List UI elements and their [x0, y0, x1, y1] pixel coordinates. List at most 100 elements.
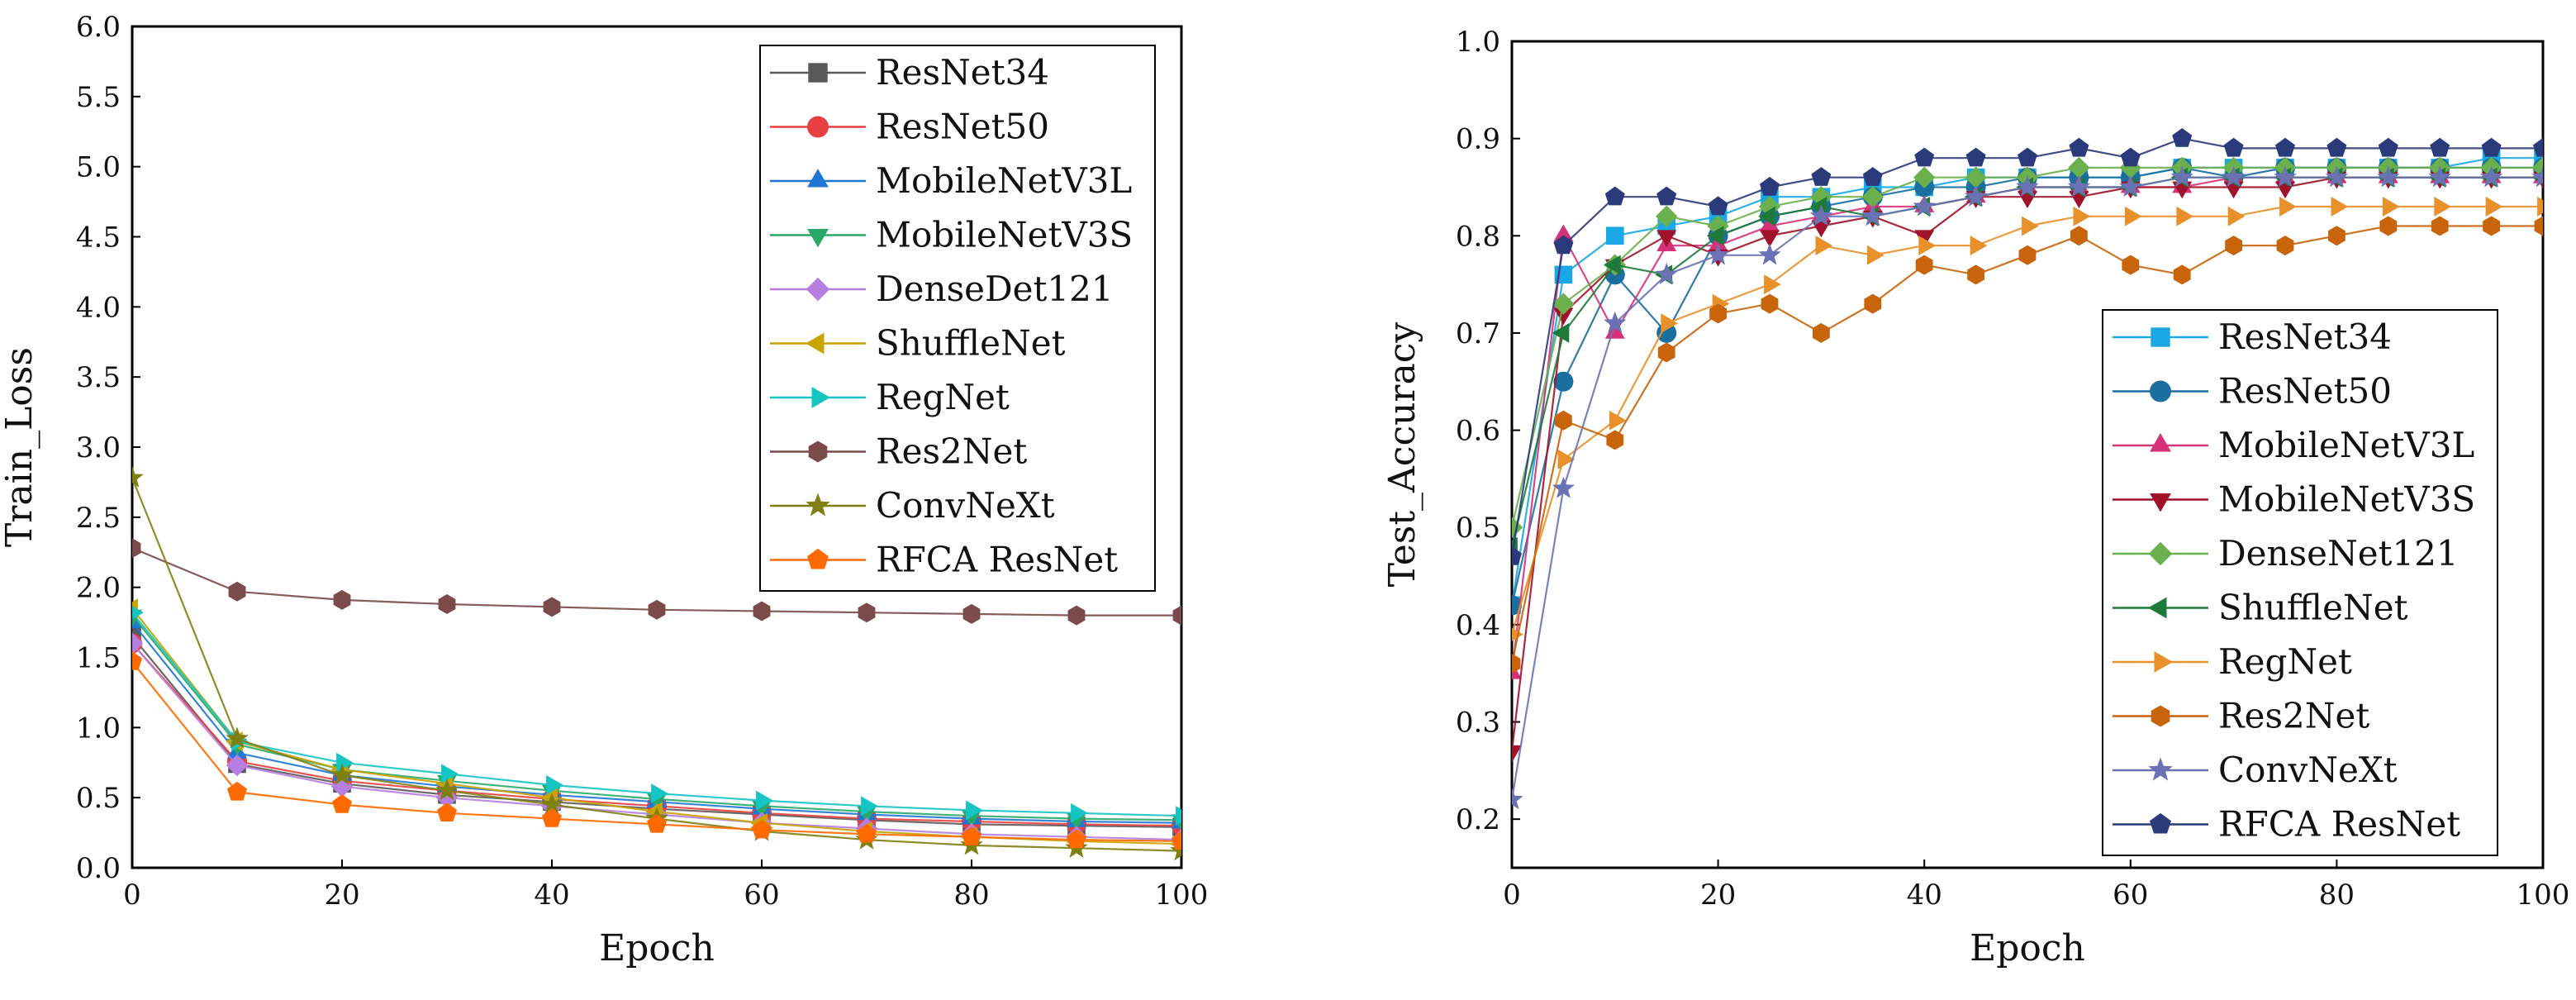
data-point [132, 651, 142, 670]
legend-marker [2148, 541, 2173, 566]
legend-item-rfca-resnet: RFCA ResNet [2113, 804, 2460, 845]
data-point [2531, 165, 2543, 188]
data-point [1815, 236, 1833, 255]
legend-item-regnet: RegNet [770, 377, 1010, 417]
data-point [2176, 206, 2193, 226]
data-point [2326, 137, 2347, 157]
y-tick-label: 0.6 [1456, 415, 1500, 448]
legend-item-mobilenetv3l: MobileNetV3L [770, 160, 1132, 201]
data-point [1512, 653, 1521, 674]
data-point [2222, 165, 2246, 188]
x-tick-label: 20 [1700, 879, 1736, 912]
data-point [1655, 263, 1678, 284]
series-res2net [1512, 216, 2543, 674]
legend: ResNet34 ResNet50 MobileNetV3L MobileNetV3S… [2102, 309, 2498, 856]
data-point [857, 823, 877, 843]
legend-marker [807, 116, 829, 138]
legend-item-rfca-resnet: RFCA ResNet [770, 540, 1118, 580]
data-point [226, 754, 249, 777]
data-point [132, 632, 144, 655]
data-point [1553, 224, 1574, 242]
data-point [962, 826, 981, 845]
data-point [2325, 165, 2349, 188]
data-point [1764, 274, 1781, 295]
x-tick-label: 0 [123, 879, 141, 912]
data-point [2170, 165, 2193, 188]
legend-item-shufflenet: ShuffleNet [770, 323, 1066, 364]
y-tick-label: 1.0 [76, 712, 121, 745]
x-axis-title: Epoch [1970, 927, 2085, 969]
train-loss-chart: 0.0 0.5 1.0 1.5 2.0 2.5 3.0 3.5 4.0 4.5 5.0 5.5 6.0 0… [0, 11, 1208, 969]
data-point [1914, 147, 1935, 167]
legend-marker [807, 548, 829, 569]
data-point [2275, 181, 2295, 199]
data-point [228, 581, 246, 602]
plot-frame [1510, 40, 2545, 869]
data-point [1964, 184, 1988, 207]
legend-label: ConvNeXt [2218, 750, 2398, 790]
legend-label: ShuffleNet [876, 323, 1066, 364]
legend-marker [2148, 757, 2173, 781]
data-point [2225, 236, 2242, 256]
legend: ResNet34 ResNet50 MobileNetV3L MobileNetV3S… [759, 45, 1156, 592]
legend-marker [2150, 380, 2171, 402]
legend-marker [2151, 327, 2170, 347]
legend-marker [807, 229, 829, 248]
data-point [756, 790, 773, 811]
data-point [1864, 293, 1882, 314]
legend-marker [2154, 651, 2173, 673]
series-rfca-resnet [132, 651, 1181, 850]
legend-marker [807, 169, 829, 188]
legend-marker [806, 277, 830, 302]
data-point [1811, 167, 1832, 186]
data-point [651, 783, 668, 803]
data-point [1172, 831, 1181, 850]
legend-item-convnext: ConvNeXt [770, 485, 1055, 526]
legend-marker [806, 332, 825, 355]
data-point [1170, 839, 1181, 861]
data-point [2434, 197, 2451, 217]
y-tick-label: 2.5 [76, 502, 121, 535]
data-point [1706, 243, 1730, 265]
data-point [1970, 236, 1988, 255]
legend-marker [808, 440, 828, 463]
data-point [753, 601, 771, 621]
x-tick-label: 60 [2113, 879, 2148, 912]
data-point [2279, 197, 2297, 217]
data-point [2122, 255, 2140, 275]
data-point [2223, 181, 2244, 199]
data-point [1965, 166, 1987, 188]
y-tick-label: 0.9 [1456, 123, 1500, 156]
data-point [1553, 371, 1574, 392]
y-tick-label: 0.0 [76, 852, 121, 885]
data-point [1913, 194, 1936, 217]
y-tick-label: 5.0 [76, 151, 121, 184]
data-point [2018, 245, 2037, 265]
data-point [132, 606, 144, 620]
data-point [1760, 176, 1780, 196]
legend-box [759, 45, 1156, 592]
data-point [2173, 264, 2191, 285]
legend-item-densenet121: DenseNet121 [2113, 533, 2459, 574]
data-point [1604, 186, 1625, 206]
data-point [1861, 204, 1884, 226]
legend-label: MobileNetV3S [876, 215, 1133, 255]
data-point [1965, 147, 1986, 167]
data-point [2073, 206, 2091, 226]
legend-label: ConvNeXt [876, 485, 1055, 526]
data-point [2534, 216, 2543, 236]
legend-label: ResNet34 [876, 52, 1049, 93]
data-point [1760, 214, 1780, 232]
data-point [1758, 206, 1775, 226]
legend-item-convnext: ConvNeXt [2113, 750, 2398, 790]
legend-marker [2151, 705, 2170, 727]
legend-item-mobilenetv3s: MobileNetV3S [770, 215, 1133, 255]
data-point [648, 599, 666, 620]
data-point [1606, 226, 1624, 245]
data-point [1811, 220, 1832, 238]
legend-item-mobilenetv3s: MobileNetV3S [2113, 479, 2475, 520]
y-tick-label: 3.0 [76, 431, 121, 464]
y-tick-label: 0.5 [76, 782, 121, 815]
data-point [1915, 255, 1933, 275]
